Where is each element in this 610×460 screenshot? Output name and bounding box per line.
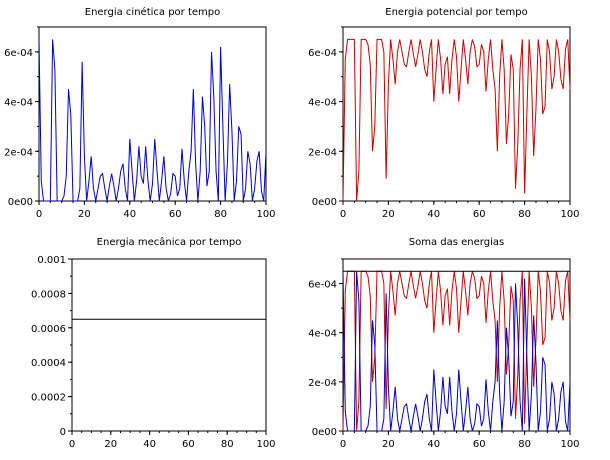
- y-tick-label: 0.001: [37, 255, 66, 266]
- x-tick-label: 100: [560, 439, 579, 450]
- chart-panel-1: Energia cinética por tempo 0 20 40 60 80 100 0e…: [4, 6, 275, 220]
- series-line-2: [342, 271, 571, 432]
- x-tick-label: 0: [36, 209, 42, 220]
- x-tick-label: 100: [256, 439, 275, 450]
- x-tick-label: 40: [427, 209, 440, 220]
- y-tick-label: 0e00: [312, 427, 337, 438]
- x-tick-label: 40: [123, 209, 136, 220]
- chart-title: Soma das energias: [409, 237, 504, 248]
- y-tick-label: 0.0008: [31, 289, 66, 300]
- y-tick-label: 0e00: [312, 197, 337, 208]
- x-tick-label: 20: [382, 209, 395, 220]
- series-line-1: [38, 39, 267, 202]
- x-tick-label: 80: [221, 439, 234, 450]
- chart-panel-2: Energia potencial por tempo 0 20 40 60 80 100 0…: [308, 7, 579, 220]
- x-tick-label: 40: [427, 439, 440, 450]
- y-tick-label: 0.0002: [31, 393, 66, 404]
- x-tick-label: 20: [78, 209, 91, 220]
- y-tick-label: 0e00: [8, 197, 33, 208]
- y-tick-label: 4e-04: [4, 98, 33, 109]
- x-tick-label: 60: [169, 209, 182, 220]
- x-tick-label: 80: [214, 209, 227, 220]
- x-tick-label: 100: [560, 209, 579, 220]
- x-tick-label: 20: [104, 439, 117, 450]
- x-tick-label: 40: [143, 439, 156, 450]
- chart-title: Energia potencial por tempo: [385, 7, 527, 18]
- x-tick-label: 60: [473, 439, 486, 450]
- y-tick-label: 0: [60, 427, 66, 438]
- y-tick-label: 4e-04: [308, 329, 337, 340]
- series-line-1: [342, 38, 571, 202]
- x-tick-label: 0: [340, 209, 346, 220]
- y-tick-label: 0.0004: [31, 358, 66, 369]
- x-tick-label: 0: [340, 439, 346, 450]
- chart-title: Energia mecânica por tempo: [97, 236, 242, 248]
- chart-panel-4: Soma das energias 0 20 40 60 80 100 0e00 2e-04 4e…: [308, 237, 579, 450]
- x-tick-label: 0: [69, 439, 75, 450]
- x-tick-label: 60: [473, 209, 486, 220]
- x-tick-label: 80: [518, 209, 531, 220]
- x-tick-label: 60: [182, 439, 195, 450]
- y-tick-label: 2e-04: [4, 147, 33, 158]
- y-tick-label: 6e-04: [308, 280, 337, 291]
- plot-frame: [71, 258, 267, 432]
- y-tick-label: 0.0006: [31, 324, 66, 335]
- y-tick-label: 4e-04: [308, 98, 337, 109]
- y-tick-label: 6e-04: [4, 48, 33, 59]
- x-tick-label: 100: [256, 209, 275, 220]
- x-tick-label: 80: [518, 439, 531, 450]
- y-tick-label: 2e-04: [308, 378, 337, 389]
- chart-title: Energia cinética por tempo: [85, 6, 220, 18]
- y-tick-label: 6e-04: [308, 48, 337, 59]
- x-tick-label: 20: [382, 439, 395, 450]
- chart-panel-3: Energia mecânica por tempo 0 20 40 60 80 100 0 0…: [31, 236, 276, 450]
- y-tick-label: 2e-04: [308, 147, 337, 158]
